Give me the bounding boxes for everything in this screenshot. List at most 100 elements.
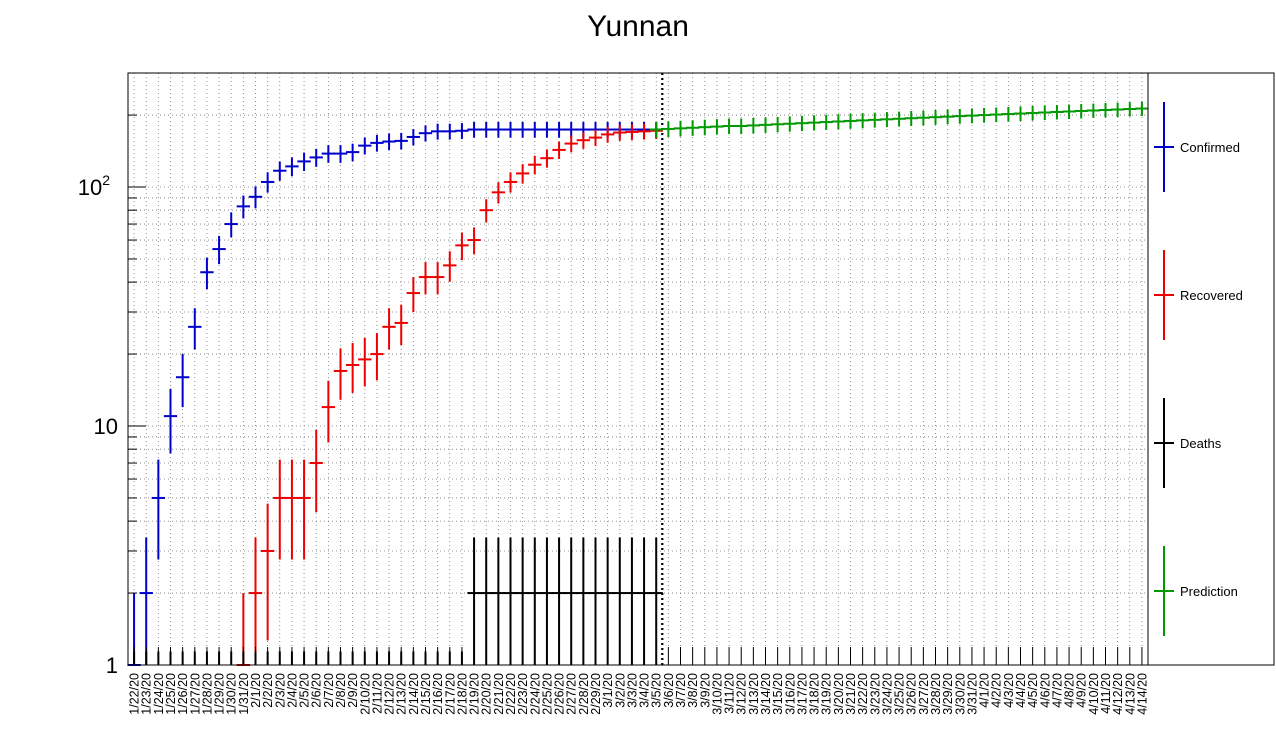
data-point	[795, 115, 809, 132]
data-point	[358, 337, 372, 387]
data-point	[746, 118, 761, 134]
data-point	[600, 126, 615, 143]
x-tick-label: 3/13/20	[747, 673, 761, 715]
data-point	[163, 388, 178, 454]
data-point	[1001, 106, 1016, 122]
x-tick-label: 3/29/20	[941, 673, 955, 715]
data-point	[285, 459, 299, 560]
data-point	[600, 537, 615, 665]
grid	[128, 72, 1148, 666]
x-tick-label: 3/4/20	[638, 673, 652, 708]
data-point	[370, 134, 384, 152]
x-tick-label: 2/9/20	[346, 673, 360, 708]
x-tick-label: 3/9/20	[698, 673, 712, 708]
x-tick-label: 1/22/20	[128, 673, 142, 715]
x-tick-label: 4/11/20	[1099, 673, 1113, 714]
data-point	[273, 459, 287, 560]
x-tick-label: 3/3/20	[625, 673, 639, 708]
x-tick-label: 3/23/20	[868, 673, 882, 715]
x-tick-label: 2/16/20	[431, 673, 445, 715]
x-tick-label: 1/30/20	[225, 673, 239, 715]
data-point	[868, 112, 882, 128]
data-point	[224, 212, 238, 238]
data-point	[333, 145, 348, 163]
x-tick-label: 3/24/20	[880, 673, 894, 715]
x-tick-label: 2/4/20	[285, 673, 299, 708]
data-point	[613, 124, 627, 141]
x-tick-label: 3/5/20	[650, 673, 664, 708]
x-tick-label: 2/14/20	[407, 673, 421, 715]
x-tick-label: 2/21/20	[492, 673, 506, 715]
data-point	[479, 199, 493, 223]
legend-entry: Confirmed	[1154, 102, 1240, 192]
x-tick-label: 4/4/20	[1014, 673, 1028, 708]
data-point	[552, 537, 566, 665]
x-tick-label: 1/26/20	[176, 673, 190, 715]
data-point	[358, 137, 372, 155]
data-point	[965, 108, 979, 124]
data-point	[588, 537, 603, 665]
data-point	[552, 141, 566, 159]
x-tick-label: 3/20/20	[832, 673, 846, 715]
x-tick-label: 4/7/20	[1050, 673, 1064, 708]
y-tick-label: 1	[106, 653, 118, 678]
data-point	[528, 121, 542, 138]
x-tick-label: 2/3/20	[273, 673, 287, 708]
x-tick-label: 3/14/20	[759, 673, 773, 715]
data-point	[297, 459, 311, 560]
x-tick-label: 4/12/20	[1111, 673, 1125, 715]
data-point	[1123, 102, 1137, 117]
x-tick-label: 3/8/20	[686, 673, 700, 708]
data-point	[722, 118, 736, 135]
data-point	[1038, 105, 1052, 121]
data-point	[855, 113, 870, 129]
x-tick-label: 2/24/20	[528, 673, 542, 715]
x-tick-label: 4/2/20	[990, 673, 1004, 708]
x-tick-label: 1/25/20	[164, 673, 178, 715]
data-point	[661, 121, 676, 138]
data-point	[928, 110, 943, 125]
data-point	[710, 119, 724, 135]
data-point	[321, 145, 336, 163]
x-tick-label: 2/7/20	[322, 673, 336, 708]
data-point	[783, 116, 797, 132]
x-tick-label: 2/20/20	[480, 673, 494, 715]
x-tick-label: 3/6/20	[662, 673, 676, 708]
data-point	[151, 459, 166, 560]
x-tick-label: 2/23/20	[516, 673, 530, 715]
x-tick-label: 3/7/20	[674, 673, 688, 708]
data-point	[175, 354, 190, 408]
x-tick-label: 4/8/20	[1063, 673, 1077, 708]
data-point	[236, 195, 251, 219]
data-point	[564, 121, 578, 138]
x-tick-label: 2/11/20	[370, 673, 384, 714]
x-tick-label: 2/6/20	[310, 673, 324, 708]
data-point	[309, 429, 323, 513]
data-point	[819, 114, 833, 130]
data-point	[1050, 105, 1064, 120]
x-tick-label: 2/12/20	[383, 673, 397, 715]
data-point	[503, 537, 518, 665]
x-tick-label: 2/1/20	[249, 673, 263, 708]
data-point	[649, 537, 663, 665]
x-tick-label: 3/11/20	[723, 673, 737, 714]
legend-entry: Deaths	[1154, 398, 1222, 488]
data-point	[576, 132, 591, 149]
data-point	[345, 343, 360, 393]
data-point	[1013, 106, 1028, 122]
data-point	[880, 112, 894, 128]
data-point	[528, 537, 542, 665]
data-point	[649, 121, 663, 138]
data-point	[406, 129, 421, 146]
x-tick-label: 2/18/20	[455, 673, 469, 715]
x-tick-label: 1/23/20	[140, 673, 154, 715]
data-point	[613, 537, 627, 665]
x-tick-label: 4/13/20	[1123, 673, 1137, 715]
data-point	[503, 121, 518, 138]
data-point	[1062, 104, 1076, 119]
data-point	[1135, 101, 1149, 116]
legend-label: Deaths	[1180, 436, 1222, 451]
